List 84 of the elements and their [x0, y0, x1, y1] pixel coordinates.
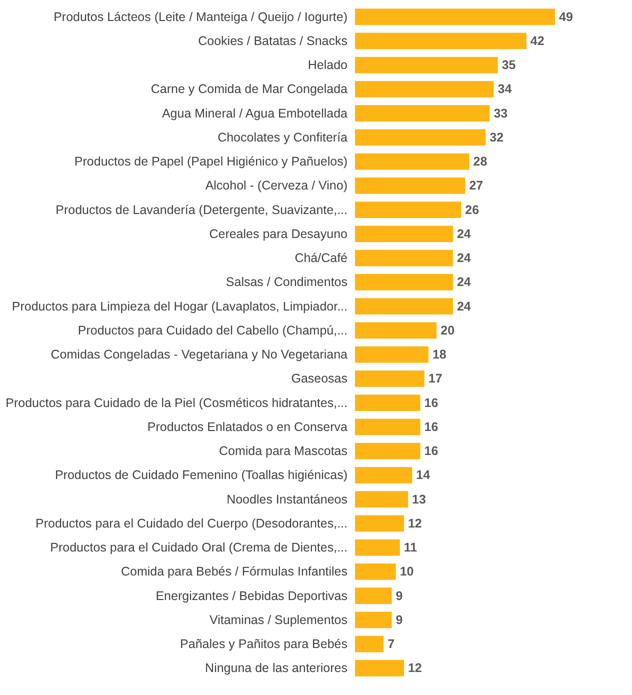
bar: [355, 612, 392, 628]
y-tick-label: Productos para Cuidado del Cabello (Champú,...: [78, 323, 348, 338]
data-label: 9: [396, 588, 403, 603]
bar: [355, 226, 453, 242]
data-label: 28: [473, 154, 488, 169]
y-tick-label: Ninguna de las anteriores: [205, 661, 348, 676]
data-label: 18: [432, 348, 446, 362]
data-label: 24: [456, 299, 471, 314]
y-tick-label: Productos de Lavandería (Detergente, Suavizante,...: [56, 202, 348, 217]
y-tick-label: Comida para Bebés / Fórmulas Infantiles: [121, 564, 348, 579]
data-label: 24: [456, 226, 471, 241]
data-label: 49: [559, 10, 573, 24]
y-tick-label: Chocolates y Confitería: [218, 130, 348, 144]
y-tick-label: Productos para el Cuidado del Cuerpo (Desodorantes,...: [36, 516, 348, 530]
y-tick-label: Produtos Lácteos (Leite / Manteiga / Queijo / Iogurte): [54, 10, 348, 24]
y-tick-label: Gaseosas: [291, 372, 348, 386]
y-tick-label: Alcohol - (Cerveza / Vino): [205, 178, 348, 193]
bar: [355, 202, 462, 218]
bar: [355, 274, 453, 290]
y-tick-label: Cookies / Batatas / Snacks: [198, 34, 348, 48]
data-label: 10: [400, 564, 414, 579]
bar: [355, 370, 424, 387]
bar: [355, 563, 396, 580]
data-label: 24: [456, 275, 471, 290]
y-tick-label: Comidas Congeladas - Vegetariana y No Vegetariana: [50, 348, 348, 362]
data-label: 34: [498, 82, 512, 96]
data-label: 16: [424, 444, 438, 458]
bar: [355, 298, 453, 315]
bar: [355, 539, 400, 556]
y-tick-label: Productos de Cuidado Femenino (Toallas higiénicas): [54, 468, 348, 482]
bar: [355, 394, 420, 412]
y-tick-label: Carne y Comida de Mar Congelada: [150, 82, 348, 96]
data-label: 20: [440, 323, 455, 338]
y-tick-label: Agua Mineral / Agua Embotellada: [162, 106, 348, 120]
y-tick-label: Productos de Papel (Papel Higiénico y Pañuelos): [74, 154, 348, 169]
y-tick-label: Helado: [308, 58, 348, 72]
y-tick-label: Productos para Limpieza del Hogar (Lavaplatos, Limpiador...: [12, 299, 348, 314]
data-label: 42: [530, 34, 544, 48]
data-label: 16: [424, 420, 438, 434]
data-label: 12: [408, 661, 422, 676]
bar: [355, 418, 420, 436]
bar: [355, 588, 392, 604]
bar: [355, 56, 498, 74]
bar: [355, 442, 420, 460]
bar: [355, 32, 526, 50]
data-label: 24: [456, 251, 471, 266]
bar: [355, 346, 428, 363]
bar: [355, 8, 555, 26]
data-label: 14: [416, 468, 430, 482]
data-label: 33: [494, 106, 508, 120]
y-tick-label: Salsas / Condimentos: [226, 275, 348, 290]
data-label: 27: [469, 178, 484, 193]
bar: [355, 322, 437, 339]
data-label: 13: [412, 492, 426, 506]
bar: [355, 515, 404, 532]
y-tick-label: Productos Enlatados o en Conserva: [147, 420, 348, 434]
bar: [355, 80, 494, 98]
data-label: 9: [396, 612, 403, 627]
y-tick-label: Pañales y Pañitos para Bebés: [180, 637, 348, 652]
bar: [355, 491, 408, 508]
y-tick-label: Cereales para Desayuno: [209, 226, 348, 241]
data-label: 16: [424, 396, 438, 410]
bar: [355, 153, 470, 170]
y-tick-label: Comida para Mascotas: [218, 444, 348, 458]
y-tick-label: Chá/Café: [294, 251, 348, 266]
bar: [355, 660, 404, 676]
bar: [355, 177, 466, 194]
y-tick-label: Energizantes / Bebidas Deportivas: [156, 588, 348, 603]
bar: [355, 129, 486, 146]
data-label: 11: [404, 540, 418, 555]
data-label: 35: [502, 58, 516, 72]
y-tick-label: Productos para el Cuidado Oral (Crema de Dientes,...: [50, 540, 348, 555]
y-tick-label: Noodles Instantáneos: [226, 492, 348, 506]
bar: [355, 636, 384, 652]
bar: [355, 250, 453, 266]
data-label: 17: [428, 372, 442, 386]
bar: [355, 105, 490, 122]
y-tick-label: Vitaminas / Suplementos: [209, 612, 348, 627]
data-label: 32: [490, 130, 504, 144]
data-label: 12: [408, 516, 422, 530]
y-tick-label: Productos para Cuidado de la Piel (Cosméticos hidratantes,...: [6, 396, 348, 410]
data-label: 26: [465, 202, 480, 217]
bar: [355, 466, 412, 484]
data-label: 7: [388, 637, 395, 652]
